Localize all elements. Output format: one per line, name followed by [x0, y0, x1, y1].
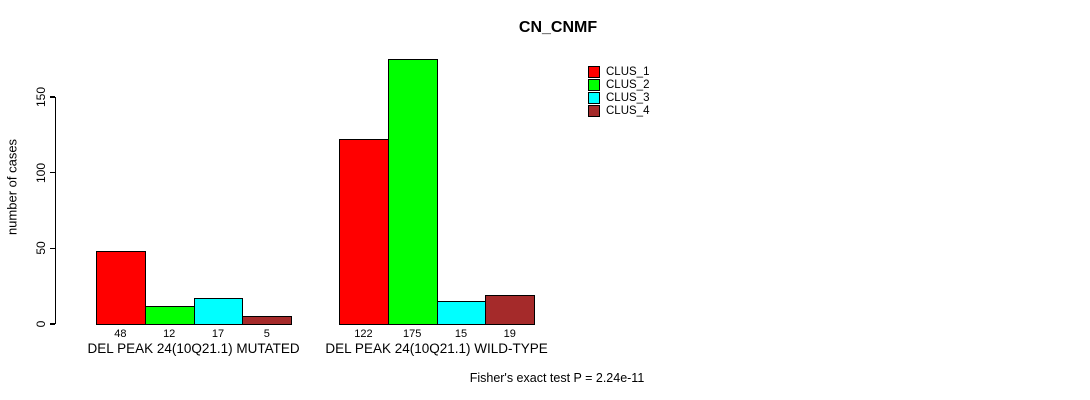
bar-value-label: 12 — [163, 328, 176, 340]
bar-value-label: 122 — [354, 328, 373, 340]
legend-item-clus_1: CLUS_1 — [588, 66, 649, 78]
y-axis-tick — [50, 172, 55, 174]
legend-item-clus_2: CLUS_2 — [588, 79, 649, 91]
category-label: DEL PEAK 24(10Q21.1) WILD-TYPE — [325, 341, 548, 356]
bar-clus_1-group1 — [96, 251, 146, 325]
legend-item-clus_4: CLUS_4 — [588, 105, 649, 117]
bar-value-label: 15 — [454, 328, 468, 340]
y-axis-tick-label: 150 — [34, 86, 48, 108]
legend-label: CLUS_4 — [606, 105, 650, 117]
legend-label: CLUS_2 — [606, 79, 650, 91]
y-axis-tick — [50, 323, 55, 325]
chart-title: CN_CNMF — [518, 19, 598, 36]
bar-clus_3-group1 — [193, 298, 244, 325]
y-axis-tick-label: 100 — [34, 162, 48, 183]
legend-swatch-icon — [588, 66, 600, 78]
bar-value-label: 175 — [403, 328, 422, 340]
bar-clus_2-group2 — [387, 59, 438, 325]
bar-clus_1-group2 — [339, 139, 389, 325]
legend-swatch-icon — [588, 92, 600, 104]
legend-swatch-icon — [588, 79, 600, 91]
y-axis-tick-label: 50 — [34, 241, 48, 256]
legend-item-clus_3: CLUS_3 — [588, 92, 649, 104]
bar-clus_2-group1 — [144, 305, 195, 325]
legend-label: CLUS_3 — [606, 92, 650, 104]
legend-swatch-icon — [588, 105, 600, 117]
bar-value-label: 19 — [503, 328, 516, 340]
bar-value-label: 5 — [263, 328, 270, 340]
y-axis-tick — [50, 247, 55, 250]
bar-value-label: 17 — [211, 328, 225, 340]
y-axis-tick — [50, 96, 55, 98]
y-axis-tick-label: 0 — [34, 320, 48, 328]
y-axis-label: number of cases — [4, 138, 20, 236]
bar-clus_4-group2 — [485, 295, 536, 325]
y-axis-line — [55, 97, 57, 324]
bar-value-label: 48 — [114, 328, 127, 340]
bar-clus_3-group2 — [436, 301, 487, 325]
bar-clus_4-group1 — [242, 316, 293, 325]
category-label: DEL PEAK 24(10Q21.1) MUTATED — [87, 341, 300, 356]
fisher-test-annotation: Fisher's exact test P = 2.24e-11 — [469, 371, 645, 385]
legend: CLUS_1 CLUS_2 CLUS_3 CLUS_4 — [588, 66, 649, 117]
legend-label: CLUS_1 — [606, 66, 650, 78]
